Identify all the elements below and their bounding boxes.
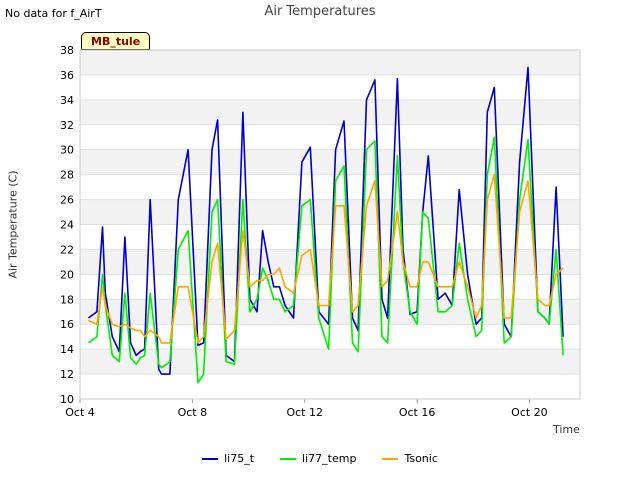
- y-tick-label: 16: [60, 318, 74, 331]
- series-line-Tsonic: [88, 173, 564, 344]
- y-tick-label: 22: [60, 243, 74, 256]
- y-tick-label: 14: [60, 343, 74, 356]
- y-tick-label: 38: [60, 44, 74, 57]
- x-tick-label: Oct 12: [286, 406, 323, 419]
- x-tick-labels: Oct 4 Oct 8 Oct 12 Oct 16 Oct 20: [65, 406, 547, 419]
- legend-item-Tsonic: Tsonic: [382, 452, 438, 465]
- no-data-note: No data for f_AirT: [5, 7, 102, 20]
- y-tick-label: 32: [60, 119, 74, 132]
- y-tick-label: 10: [60, 393, 74, 406]
- legend-label: Tsonic: [404, 452, 438, 465]
- legend: li75_t li77_temp Tsonic: [0, 452, 640, 465]
- background-band: [80, 74, 580, 100]
- legend-swatch: [280, 457, 297, 460]
- background-band: [80, 124, 580, 150]
- series-line-li77_temp: [87, 136, 564, 384]
- legend-label: li77_temp: [302, 452, 357, 465]
- x-axis-label: Time: [553, 423, 580, 436]
- y-tick-label: 30: [60, 144, 74, 157]
- y-tick-label: 36: [60, 69, 74, 82]
- legend-swatch: [202, 457, 219, 460]
- y-tick-label: 26: [60, 194, 74, 207]
- y-tick-labels: 10 12 14 16 18 20 22 24 26 28 30 32 34 36 38: [60, 44, 74, 406]
- y-tick-label: 34: [60, 94, 74, 107]
- y-tick-label: 18: [60, 293, 74, 306]
- background-band: [80, 149, 580, 175]
- x-tick-label: Oct 20: [511, 406, 548, 419]
- background-band: [80, 349, 580, 375]
- chart-title: Air Temperatures: [264, 4, 376, 19]
- background-band: [80, 50, 580, 75]
- site-tag: MB_tule: [81, 32, 151, 50]
- legend-swatch: [382, 457, 399, 460]
- legend-item-li75_t: li75_t: [202, 452, 254, 465]
- series-line-li75_t: [87, 66, 564, 375]
- x-tick-label: Oct 4: [65, 406, 95, 419]
- series-lines: [87, 66, 564, 384]
- plot-frame: [79, 49, 581, 400]
- background-band: [80, 174, 580, 200]
- legend-item-li77_temp: li77_temp: [280, 452, 356, 465]
- y-tick-label: 12: [60, 368, 74, 381]
- background-band: [80, 199, 580, 225]
- x-tick-label: Oct 16: [399, 406, 436, 419]
- background-band: [80, 99, 580, 125]
- y-tick-label: 28: [60, 169, 74, 182]
- background-band: [80, 224, 580, 250]
- x-tick-label: Oct 8: [178, 406, 208, 419]
- y-tick-label: 20: [60, 268, 74, 281]
- legend-label: li75_t: [224, 452, 255, 465]
- y-tick-label: 24: [60, 219, 74, 232]
- background-band: [80, 374, 580, 399]
